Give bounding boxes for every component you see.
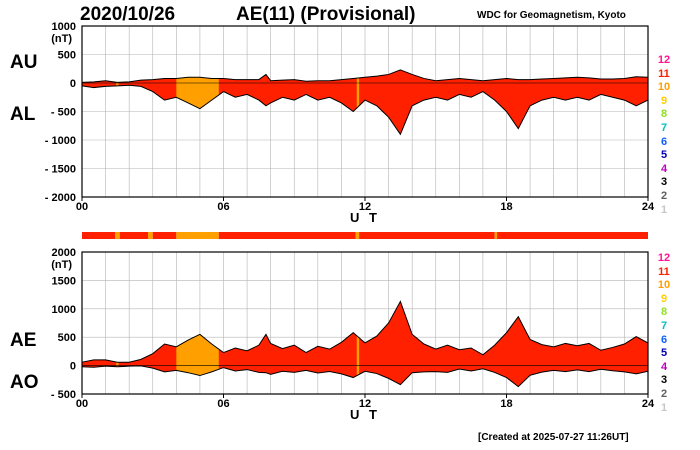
station-count-segment <box>119 232 149 239</box>
x-tick-label: 24 <box>642 201 655 213</box>
x-tick-label: 24 <box>642 398 655 410</box>
legend-station-5: 5 <box>660 347 668 360</box>
legend-station-2: 2 <box>660 189 668 202</box>
y-tick-label: - 1000 <box>45 135 76 147</box>
series-line-au <box>81 69 649 83</box>
legend-station-5: 5 <box>660 149 668 162</box>
x-axis-label: U T <box>350 407 380 422</box>
y-tick-label: 1000 <box>52 21 76 33</box>
legend-station-8: 8 <box>660 108 668 121</box>
legend-station-11: 11 <box>658 67 670 80</box>
al-label: AL <box>10 104 36 125</box>
ae-label: AE <box>10 330 37 351</box>
au-label: AU <box>10 52 38 73</box>
x-tick-label: 00 <box>76 398 88 410</box>
station-count-legend-bottom: 12 11 10 9 8 7 6 5 4 3 2 1 <box>652 252 676 415</box>
y-tick-label: 500 <box>58 50 76 62</box>
series-line-al <box>81 84 649 136</box>
legend-station-1: 1 <box>660 401 668 414</box>
x-tick-label: 00 <box>76 201 88 213</box>
legend-station-10: 10 <box>657 279 671 292</box>
plot-panel-bottom: 2000 1500 1000 500 0 - 500 (nT) 00 06 12 18 24 U T <box>51 247 655 422</box>
legend-station-7: 7 <box>660 121 668 134</box>
series-line-ao <box>81 365 649 388</box>
station-count-segment <box>115 232 120 239</box>
unit-label: (nT) <box>51 259 72 271</box>
unit-label: (nT) <box>51 33 72 45</box>
station-count-segment <box>359 232 495 239</box>
legend-station-3: 3 <box>660 374 668 387</box>
station-count-bar <box>82 232 648 239</box>
created-timestamp: [Created at 2025-07-27 11:26UT] <box>478 432 629 443</box>
x-axis-label: U T <box>350 210 380 225</box>
legend-station-11: 11 <box>658 265 670 278</box>
x-tick-label: 18 <box>500 398 512 410</box>
legend-station-3: 3 <box>660 176 668 189</box>
legend-station-6: 6 <box>660 135 668 148</box>
station-count-legend-top: 12 11 10 9 8 7 6 5 4 3 2 1 <box>652 54 676 217</box>
legend-station-12: 12 <box>657 54 671 66</box>
y-tick-label: 1500 <box>52 275 76 287</box>
y-tick-label: 0 <box>70 78 76 90</box>
area-fill-10-stations <box>356 69 360 135</box>
y-tick-label: 0 <box>70 361 76 373</box>
x-tick-label: 06 <box>217 201 229 213</box>
x-tick-label: 12 <box>359 398 371 410</box>
legend-station-12: 12 <box>657 252 671 264</box>
y-tick-label: - 500 <box>51 389 76 401</box>
y-tick-label: - 2000 <box>45 192 76 204</box>
y-tick-label: - 1500 <box>45 164 76 176</box>
station-count-segment <box>148 232 153 239</box>
legend-station-9: 9 <box>660 292 668 305</box>
legend-station-9: 9 <box>660 94 668 107</box>
legend-station-6: 6 <box>660 333 668 346</box>
legend-station-8: 8 <box>660 306 668 319</box>
x-tick-label: 18 <box>500 201 512 213</box>
legend-station-1: 1 <box>660 203 668 216</box>
y-tick-label: 500 <box>58 332 76 344</box>
station-count-segment <box>152 232 177 239</box>
x-tick-label: 12 <box>359 201 371 213</box>
title-index: AE(11) (Provisional) <box>236 4 416 25</box>
y-tick-label: 2000 <box>52 247 76 259</box>
plot-panel-top: 1000 500 0 - 500 - 1000 - 1500 - 2000 (nT) 00 06 1… <box>45 21 655 225</box>
station-count-segment <box>497 232 648 239</box>
station-count-segment <box>82 232 116 239</box>
legend-station-4: 4 <box>660 162 668 175</box>
legend-station-4: 4 <box>660 360 668 373</box>
title-organization: WDC for Geomagnetism, Kyoto <box>477 10 626 21</box>
station-count-segment <box>218 232 356 239</box>
legend-station-10: 10 <box>657 81 671 94</box>
title-date: 2020/10/26 <box>80 4 176 25</box>
ao-label: AO <box>10 372 39 393</box>
legend-station-7: 7 <box>660 319 668 332</box>
area-fill-10-stations <box>356 301 360 387</box>
station-count-segment <box>355 232 360 239</box>
x-tick-label: 06 <box>217 398 229 410</box>
y-tick-label: - 500 <box>51 107 76 119</box>
y-tick-label: 1000 <box>52 304 76 316</box>
series-line-ae <box>81 300 649 363</box>
legend-station-2: 2 <box>660 387 668 400</box>
station-count-segment <box>494 232 498 239</box>
station-count-segment <box>176 232 219 239</box>
